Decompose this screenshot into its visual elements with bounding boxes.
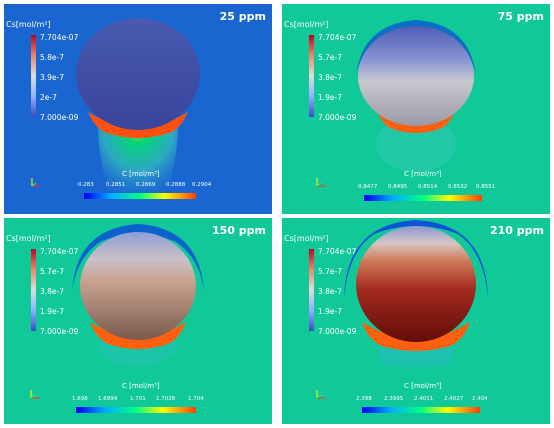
panel-25ppm: 25 ppm Cs[mol/m²] 7.704e-07 5.8e-7 3.9e-… <box>4 4 272 214</box>
axes-triad-icon <box>30 390 40 399</box>
cs-tick: 7.704e-07 <box>40 247 79 256</box>
cs-legend-title: Cs[mol/m²] <box>6 20 51 29</box>
cs-tick: 7.000e-09 <box>318 113 357 122</box>
c-tick: 0.8495 <box>388 184 408 190</box>
simulation-field <box>282 4 550 214</box>
cs-tick: 7.704e-07 <box>40 33 79 42</box>
cs-tick: 1.9e-7 <box>318 93 343 102</box>
cs-tick: 5.7e-7 <box>40 267 65 276</box>
c-colorbar <box>362 407 480 413</box>
concentration-label: 210 ppm <box>489 224 544 237</box>
c-colorbar <box>364 195 482 201</box>
c-colorbar <box>76 407 196 413</box>
wake-hotspot <box>362 322 470 351</box>
c-colorbar <box>84 193 196 199</box>
cs-tick: 3.8e-7 <box>40 287 65 296</box>
wake-hotspot <box>88 112 188 138</box>
cs-tick: 7.000e-09 <box>40 113 79 122</box>
cs-tick: 7.704e-07 <box>318 247 357 256</box>
concentration-label: 75 ppm <box>497 10 544 23</box>
sphere <box>356 226 476 342</box>
cs-tick: 5.7e-7 <box>318 53 343 62</box>
simulation-field <box>282 218 550 424</box>
cs-tick: 3.9e-7 <box>40 73 65 82</box>
c-tick: 0.2888 <box>166 182 186 188</box>
cs-tick: 1.9e-7 <box>40 307 65 316</box>
c-tick: 2.4011 <box>414 396 434 402</box>
sphere <box>358 26 474 126</box>
axes-triad-icon <box>316 178 326 187</box>
wake-hotspot <box>90 322 186 349</box>
cs-colorbar <box>31 35 36 117</box>
cs-legend-title: Cs[mol/m²] <box>284 234 329 243</box>
c-tick: 0.2869 <box>136 182 156 188</box>
sphere <box>76 18 200 130</box>
c-tick: 1.704 <box>188 396 204 402</box>
cs-tick: 7.000e-09 <box>318 327 357 336</box>
c-tick: 0.2904 <box>192 182 212 188</box>
panel-150ppm: 150 ppm Cs[mol/m²] 7.704e-07 5.7e-7 3.8e… <box>4 218 272 424</box>
cs-tick: 3.8e-7 <box>318 287 343 296</box>
cs-tick: 5.8e-7 <box>40 53 65 62</box>
c-tick: 1.6994 <box>98 396 118 402</box>
simulation-field <box>4 4 272 214</box>
cs-tick: 2e-7 <box>40 93 57 102</box>
cs-colorbar <box>309 35 314 117</box>
c-tick: 0.2851 <box>106 182 126 188</box>
cs-tick: 7.704e-07 <box>318 33 357 42</box>
cs-colorbar <box>31 249 36 331</box>
c-tick: 0.8514 <box>418 184 438 190</box>
cs-tick: 1.9e-7 <box>318 307 343 316</box>
c-tick: 0.8551 <box>476 184 496 190</box>
axes-triad-icon <box>316 390 326 399</box>
concentration-label: 25 ppm <box>219 10 266 23</box>
c-tick: 1.7026 <box>156 396 176 402</box>
cs-tick: 7.000e-09 <box>40 327 79 336</box>
cs-legend-title: Cs[mol/m²] <box>284 20 329 29</box>
c-tick: 1.701 <box>130 396 146 402</box>
wake-hotspot <box>374 104 458 133</box>
c-legend-title: C [mol/m³] <box>404 382 442 390</box>
axes-triad-icon <box>31 178 41 187</box>
c-legend-title: C [mol/m³] <box>404 170 442 178</box>
c-tick: 0.8532 <box>448 184 468 190</box>
c-tick: 2.3995 <box>384 396 404 402</box>
simulation-field <box>4 218 272 424</box>
cs-tick: 3.8e-7 <box>318 73 343 82</box>
c-tick: 1.698 <box>72 396 88 402</box>
c-tick: 2.404 <box>472 396 488 402</box>
cs-legend-title: Cs[mol/m²] <box>6 234 51 243</box>
panel-75ppm: 75 ppm Cs[mol/m²] 7.704e-07 5.7e-7 3.8e-… <box>282 4 550 214</box>
c-tick: 0.283 <box>78 182 94 188</box>
c-legend-title: C [mol/m³] <box>122 382 160 390</box>
c-tick: 2.4027 <box>444 396 464 402</box>
concentration-label: 150 ppm <box>211 224 266 237</box>
sphere <box>80 232 196 340</box>
c-tick: 0.8477 <box>358 184 378 190</box>
c-legend-title: C [mol/m³] <box>122 170 160 178</box>
cs-tick: 5.7e-7 <box>318 267 343 276</box>
panel-210ppm: 210 ppm Cs[mol/m²] 7.704e-07 5.7e-7 3.8e… <box>282 218 550 424</box>
cs-colorbar <box>309 249 314 331</box>
c-tick: 2.398 <box>356 396 372 402</box>
